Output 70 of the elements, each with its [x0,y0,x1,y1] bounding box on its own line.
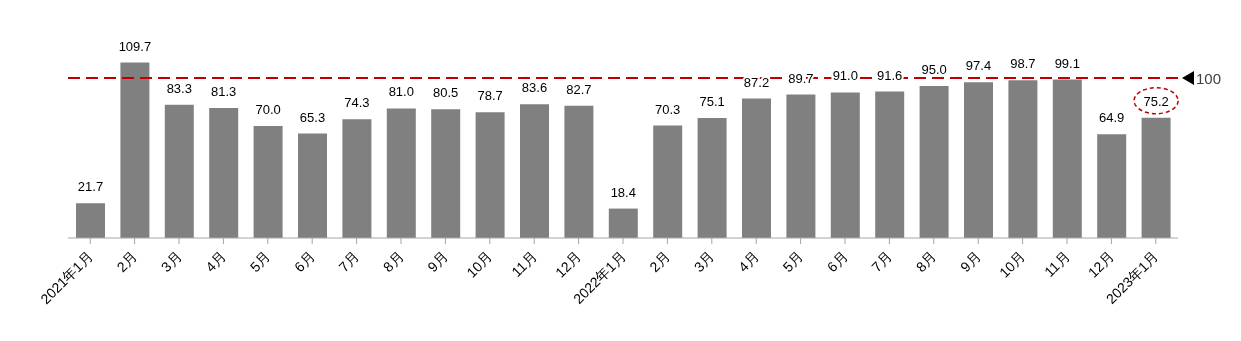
bar [608,208,638,238]
data-label: 83.6 [521,80,548,96]
bar [120,62,150,238]
bar [253,126,283,238]
data-label: 74.3 [344,95,370,111]
data-label: 78.7 [477,88,503,104]
bar [564,105,594,238]
bar [164,104,194,238]
bar [386,108,416,238]
data-label: 81.0 [388,84,414,100]
data-label: 82.7 [566,81,592,97]
x-tick-label: 4月 [735,248,762,276]
x-tick-label: 10月 [463,248,496,281]
data-label: 64.9 [1099,110,1125,126]
bar [786,94,816,238]
x-tick-label: 7月 [335,248,363,276]
data-label: 99.1 [1054,55,1080,71]
bar [1008,80,1038,238]
x-tick-label: 8月 [912,248,940,276]
data-label: 87.2 [743,74,770,90]
bar [342,119,372,238]
bar [964,82,993,238]
data-label: 70.0 [255,102,281,118]
bar [1141,117,1171,238]
bar [830,92,860,238]
bar [431,109,461,238]
x-tick-label: 12月 [552,248,585,281]
x-tick-label: 6月 [823,248,851,276]
x-tick-label: 3月 [690,248,718,276]
data-label: 83.3 [166,80,192,96]
x-tick-label: 11月 [508,248,540,280]
bar [298,133,327,238]
x-tick-label: 7月 [868,248,896,276]
data-label: 81.3 [211,83,237,99]
x-tick-label: 2月 [113,248,141,276]
data-label: 80.5 [433,85,459,101]
bar [919,86,949,238]
data-label: 75.2 [1143,93,1169,109]
bar [209,107,239,238]
x-tick-label: 5月 [779,248,807,276]
data-label: 95.0 [921,62,947,78]
bar [1097,134,1127,238]
bar [1052,79,1082,238]
x-tick-label: 9月 [424,248,452,276]
x-tick-label: 6月 [291,248,318,276]
bar [520,104,549,238]
x-tick-label: 8月 [379,248,407,276]
x-tick-label: 2月 [646,248,674,276]
x-tick-label: 10月 [996,248,1029,281]
data-label: 75.1 [699,93,725,109]
data-label: 109.7 [118,38,152,54]
bar [475,112,505,238]
bar [697,117,727,238]
data-label: 98.7 [1010,56,1036,72]
x-tick-label: 4月 [202,248,230,276]
x-tick-label: 9月 [957,248,984,276]
x-tick-label: 11月 [1041,248,1073,280]
data-label: 97.4 [965,58,992,74]
data-label: 18.4 [610,184,636,200]
data-label: 65.3 [299,109,326,125]
bar [653,125,683,238]
x-tick-label: 12月 [1084,248,1118,281]
x-tick-label: 3月 [157,248,185,276]
ref-line-label: 100 [1196,69,1222,87]
bar [76,203,105,238]
x-tick-label: 5月 [246,248,274,276]
data-label: 21.7 [77,179,104,195]
bar [875,91,905,238]
bar [742,98,771,238]
data-label: 70.3 [655,101,681,117]
